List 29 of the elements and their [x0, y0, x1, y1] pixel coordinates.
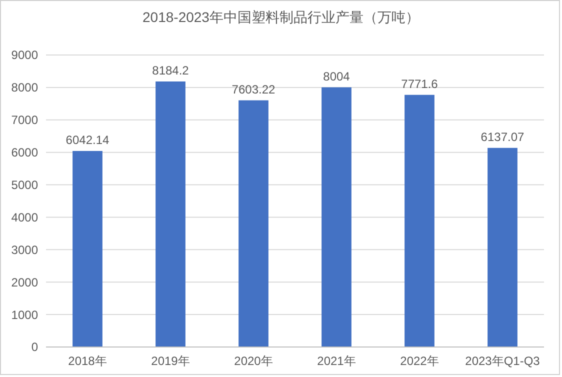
y-tick-label: 4000	[11, 210, 38, 224]
x-tick-label: 2023年Q1-Q3	[465, 354, 540, 368]
x-tick-label: 2019年	[151, 354, 190, 368]
x-tick-label: 2022年	[400, 354, 439, 368]
y-tick-label: 0	[31, 340, 38, 354]
x-tick-label: 2021年	[317, 354, 356, 368]
y-tick-label: 8000	[11, 80, 38, 95]
bar	[322, 87, 352, 347]
y-tick-label: 6000	[11, 146, 38, 160]
data-label: 6042.14	[66, 132, 110, 147]
data-label: 7771.6	[401, 76, 438, 91]
bar	[488, 148, 518, 347]
y-tick-label: 9000	[11, 48, 38, 62]
x-tick-label: 2018年	[68, 354, 107, 368]
y-tick-label: 7000	[11, 113, 38, 128]
y-tick-label: 2000	[11, 275, 38, 290]
data-label: 8004	[323, 69, 350, 84]
y-tick-label: 1000	[11, 308, 38, 322]
bar	[404, 94, 434, 347]
y-tick-label: 5000	[11, 178, 38, 192]
chart-title: 2018-2023年中国塑料制品行业产量（万吨）	[142, 9, 420, 25]
bar	[238, 100, 268, 347]
bar	[156, 81, 186, 347]
y-tick-label: 3000	[11, 242, 38, 257]
data-label: 6137.07	[480, 130, 525, 144]
data-label: 8184.2	[152, 63, 190, 78]
x-tick-label: 2020年	[234, 354, 273, 368]
bar	[72, 150, 102, 347]
data-label: 7603.22	[232, 82, 276, 96]
